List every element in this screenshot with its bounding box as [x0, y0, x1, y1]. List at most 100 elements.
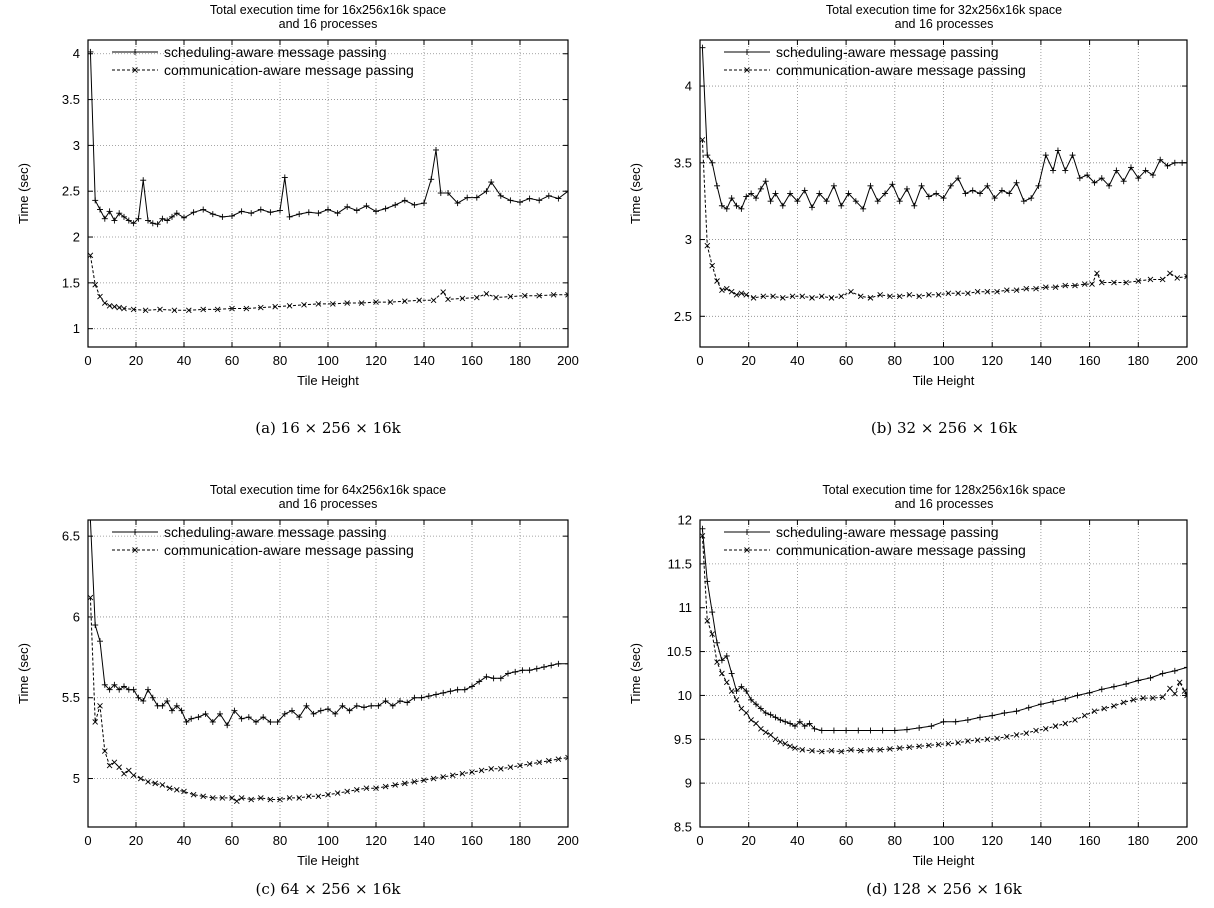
- data-point: [782, 718, 789, 725]
- data-point: [1184, 159, 1187, 166]
- data-point: [984, 182, 991, 189]
- x-tick-label: 60: [225, 353, 239, 368]
- data-point: [512, 668, 519, 675]
- data-point: [1006, 190, 1013, 197]
- data-point: [550, 291, 557, 298]
- data-point: [1120, 699, 1127, 706]
- data-point: [1167, 270, 1173, 277]
- data-point: [947, 182, 954, 189]
- data-point: [925, 193, 932, 200]
- data-point: [173, 787, 180, 793]
- data-point: [1091, 179, 1098, 186]
- series-line: [701, 139, 1187, 299]
- legend-marker: [744, 547, 750, 553]
- y-tick-label: 1: [73, 321, 80, 336]
- data-point: [387, 299, 394, 305]
- data-point: [969, 187, 976, 194]
- data-point: [135, 694, 142, 701]
- data-point: [704, 152, 711, 159]
- data-point: [169, 213, 175, 220]
- data-point: [903, 185, 910, 192]
- legend-label-1: scheduling-aware message passing: [776, 524, 999, 540]
- data-point: [1159, 276, 1166, 283]
- data-point: [838, 293, 845, 300]
- data-point: [882, 190, 889, 197]
- data-point: [411, 694, 418, 701]
- data-point: [428, 176, 435, 183]
- data-point: [137, 775, 144, 782]
- data-point: [92, 622, 99, 629]
- y-tick-label: 3.5: [62, 92, 80, 107]
- x-tick-label: 100: [933, 353, 955, 368]
- data-point: [1025, 704, 1032, 711]
- data-point: [488, 179, 495, 186]
- data-point: [857, 747, 864, 754]
- data-point: [1147, 276, 1154, 283]
- data-point: [135, 215, 142, 222]
- data-point: [286, 302, 293, 309]
- data-point: [1171, 667, 1178, 674]
- data-point: [945, 290, 952, 297]
- data-point: [106, 302, 113, 309]
- y-tick-label: 6: [73, 609, 80, 624]
- data-point: [1020, 198, 1027, 205]
- data-point: [887, 746, 893, 752]
- data-point: [430, 297, 437, 304]
- data-point: [411, 778, 418, 785]
- data-point: [1023, 730, 1030, 736]
- data-point: [867, 746, 874, 753]
- x-tick-label: 20: [741, 353, 755, 368]
- data-point: [217, 710, 223, 717]
- data-point: [857, 293, 864, 300]
- chart-title-line: and 16 processes: [895, 17, 994, 31]
- data-point: [111, 303, 118, 310]
- data-point: [830, 182, 837, 189]
- data-point: [792, 745, 798, 751]
- data-point: [700, 532, 706, 539]
- data-point: [140, 697, 147, 704]
- data-point: [1042, 284, 1049, 290]
- data-point: [445, 190, 451, 197]
- data-point: [1130, 696, 1137, 703]
- data-point: [389, 702, 396, 709]
- data-point: [310, 710, 317, 717]
- data-point: [743, 193, 750, 200]
- data-point: [1111, 279, 1117, 286]
- data-point: [332, 710, 339, 717]
- data-point: [1167, 685, 1173, 692]
- data-point: [565, 291, 568, 298]
- data-point: [200, 306, 207, 313]
- y-tick-label: 3: [73, 138, 80, 153]
- legend: scheduling-aware message passing communic…: [112, 524, 414, 558]
- data-point: [454, 686, 461, 693]
- data-point: [799, 293, 806, 300]
- data-point: [253, 718, 259, 725]
- data-point: [855, 727, 862, 734]
- data-point: [918, 182, 925, 189]
- x-tick-label: 140: [413, 353, 435, 368]
- data-point: [1013, 287, 1020, 294]
- data-point: [738, 705, 745, 712]
- data-point: [787, 190, 794, 197]
- y-tick-label: 2.5: [62, 184, 80, 199]
- data-point: [183, 718, 190, 725]
- y-tick-label: 9.5: [674, 732, 692, 747]
- data-point: [709, 262, 715, 269]
- data-point: [92, 281, 99, 288]
- data-point: [130, 220, 137, 227]
- plot-frame: [87, 519, 569, 828]
- x-axis-label: Tile Height: [297, 853, 359, 868]
- data-point: [962, 190, 969, 197]
- data-point: [392, 201, 399, 208]
- data-point: [142, 307, 149, 314]
- data-point: [533, 665, 540, 672]
- data-point: [478, 767, 485, 774]
- x-tick-label: 80: [273, 353, 287, 368]
- data-point: [1135, 175, 1142, 182]
- data-point: [344, 300, 351, 306]
- data-point: [92, 719, 99, 725]
- data-point: [565, 188, 568, 195]
- data-point: [757, 705, 764, 712]
- data-point: [767, 198, 774, 205]
- data-point: [315, 210, 322, 217]
